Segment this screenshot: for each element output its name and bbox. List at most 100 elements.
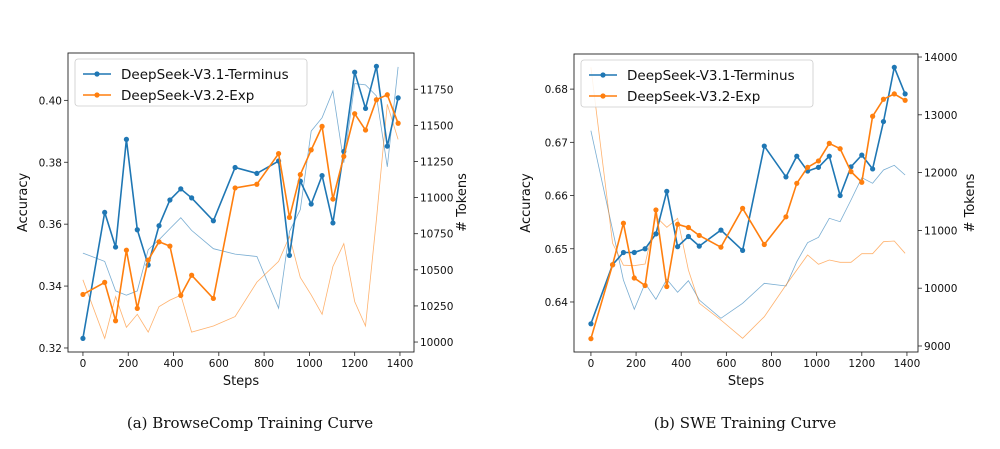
data-point-terminus: [902, 91, 908, 97]
data-point-terminus: [384, 143, 390, 149]
y-tick-label: 0.36: [39, 219, 63, 231]
data-point-exp: [352, 111, 358, 117]
accuracy-line-terminus: [82, 66, 399, 339]
y2-tick-label: 11500: [420, 120, 453, 132]
y-axis-label: Accuracy: [519, 173, 534, 233]
data-point-exp: [805, 164, 811, 170]
data-point-terminus: [178, 186, 184, 192]
data-point-terminus: [696, 243, 702, 249]
legend-marker-terminus: [600, 72, 606, 78]
data-point-terminus: [620, 249, 627, 256]
data-point-exp: [112, 318, 119, 324]
y2-tick-label: 10000: [420, 337, 453, 349]
data-point-exp: [134, 305, 140, 311]
legend-box: [74, 58, 308, 107]
data-point-exp: [588, 336, 594, 342]
data-point-exp: [826, 140, 832, 146]
legend-label-exp: DeepSeek-V3.2-Exp: [121, 88, 254, 104]
data-point-terminus: [352, 69, 358, 75]
data-point-exp: [297, 172, 303, 178]
y-tick-label: 0.67: [545, 137, 568, 149]
data-point-terminus: [80, 335, 86, 341]
legend-label-terminus: DeepSeek-V3.1-Terminus: [121, 67, 289, 83]
y2-tick-label: 10750: [420, 229, 453, 241]
data-point-exp: [373, 97, 380, 103]
data-point-terminus: [123, 136, 130, 142]
x-tick-label: 1400: [894, 358, 921, 370]
y2-tick-label: 11250: [420, 156, 453, 168]
data-point-exp: [308, 147, 314, 153]
y-tick-label: 0.68: [545, 84, 568, 96]
y-tick-label: 0.34: [39, 281, 63, 293]
data-point-terminus: [642, 246, 648, 252]
data-point-exp: [384, 92, 390, 98]
y2-tick-label: 10500: [420, 265, 453, 277]
data-point-exp: [123, 247, 130, 253]
y2-tick-label: 11000: [924, 225, 957, 237]
data-point-exp: [145, 257, 151, 263]
data-point-exp: [783, 214, 789, 220]
data-point-exp: [837, 146, 843, 152]
data-point-exp: [664, 283, 670, 290]
data-point-terminus: [102, 209, 108, 216]
data-point-terminus: [891, 64, 897, 70]
data-point-exp: [880, 96, 887, 102]
data-point-exp: [859, 179, 865, 185]
data-point-exp: [178, 292, 184, 298]
data-point-exp: [902, 97, 908, 103]
y2-tick-label: 9000: [924, 341, 951, 353]
legend-label-exp: DeepSeek-V3.2-Exp: [627, 89, 760, 105]
data-point-terminus: [815, 164, 822, 170]
x-tick-label: 800: [254, 358, 274, 370]
data-point-exp: [675, 221, 681, 227]
data-point-terminus: [330, 220, 336, 226]
data-point-exp: [718, 244, 724, 250]
x-tick-label: 0: [80, 358, 87, 370]
y-tick-label: 0.65: [545, 244, 568, 256]
data-point-exp: [696, 232, 702, 239]
tokens-line-exp: [82, 104, 399, 340]
chart-browsecomp: 0 200 400 600 800 1000 1200 1400 0.32 0.34 0.36 0.3…: [16, 52, 470, 432]
legend-marker-exp: [600, 93, 606, 99]
accuracy-line-exp: [590, 92, 906, 339]
y2-tick-label: 11750: [420, 84, 453, 96]
legend-box: [580, 59, 814, 108]
figure-caption: (b) SWE Training Curve: [654, 414, 837, 432]
data-point-exp: [275, 150, 282, 157]
data-point-exp: [156, 239, 162, 245]
legend-marker-terminus: [94, 71, 100, 77]
data-point-terminus: [783, 174, 789, 180]
data-point-terminus: [308, 201, 314, 207]
data-point-exp: [653, 207, 659, 213]
legend: DeepSeek-V3.1-Terminus DeepSeek-V3.2-Exp: [74, 58, 308, 107]
data-point-exp: [80, 291, 86, 298]
y2-tick-label: 13000: [924, 110, 957, 122]
y2-tick-label: 11000: [420, 193, 453, 205]
data-point-terminus: [167, 197, 173, 203]
data-point-terminus: [232, 164, 238, 171]
data-point-terminus: [880, 118, 887, 125]
data-point-exp: [740, 205, 746, 211]
data-point-exp: [362, 127, 369, 133]
data-point-exp: [330, 196, 336, 202]
data-point-exp: [286, 214, 293, 220]
data-point-terminus: [664, 188, 670, 194]
data-point-terminus: [112, 244, 119, 250]
data-point-exp: [761, 241, 767, 248]
data-point-terminus: [675, 244, 681, 250]
chart-swe: 0 200 400 600 800 1000 1200 1400 0.64 0.65 0.66 0.6…: [519, 52, 978, 432]
y-tick-label: 0.38: [39, 157, 62, 169]
x-tick-label: 800: [761, 358, 781, 370]
data-point-exp: [609, 262, 616, 268]
axes-frame: [573, 53, 919, 353]
y-tick-label: 0.40: [39, 95, 62, 107]
data-point-exp: [891, 91, 897, 97]
data-point-terminus: [189, 195, 195, 201]
y2-tick-label: 12000: [924, 168, 957, 180]
tokens-line-terminus: [82, 66, 399, 310]
data-point-exp: [210, 295, 216, 302]
axes-frame: [67, 52, 415, 353]
data-point-terminus: [210, 218, 216, 224]
x-tick-label: 1000: [296, 358, 323, 370]
